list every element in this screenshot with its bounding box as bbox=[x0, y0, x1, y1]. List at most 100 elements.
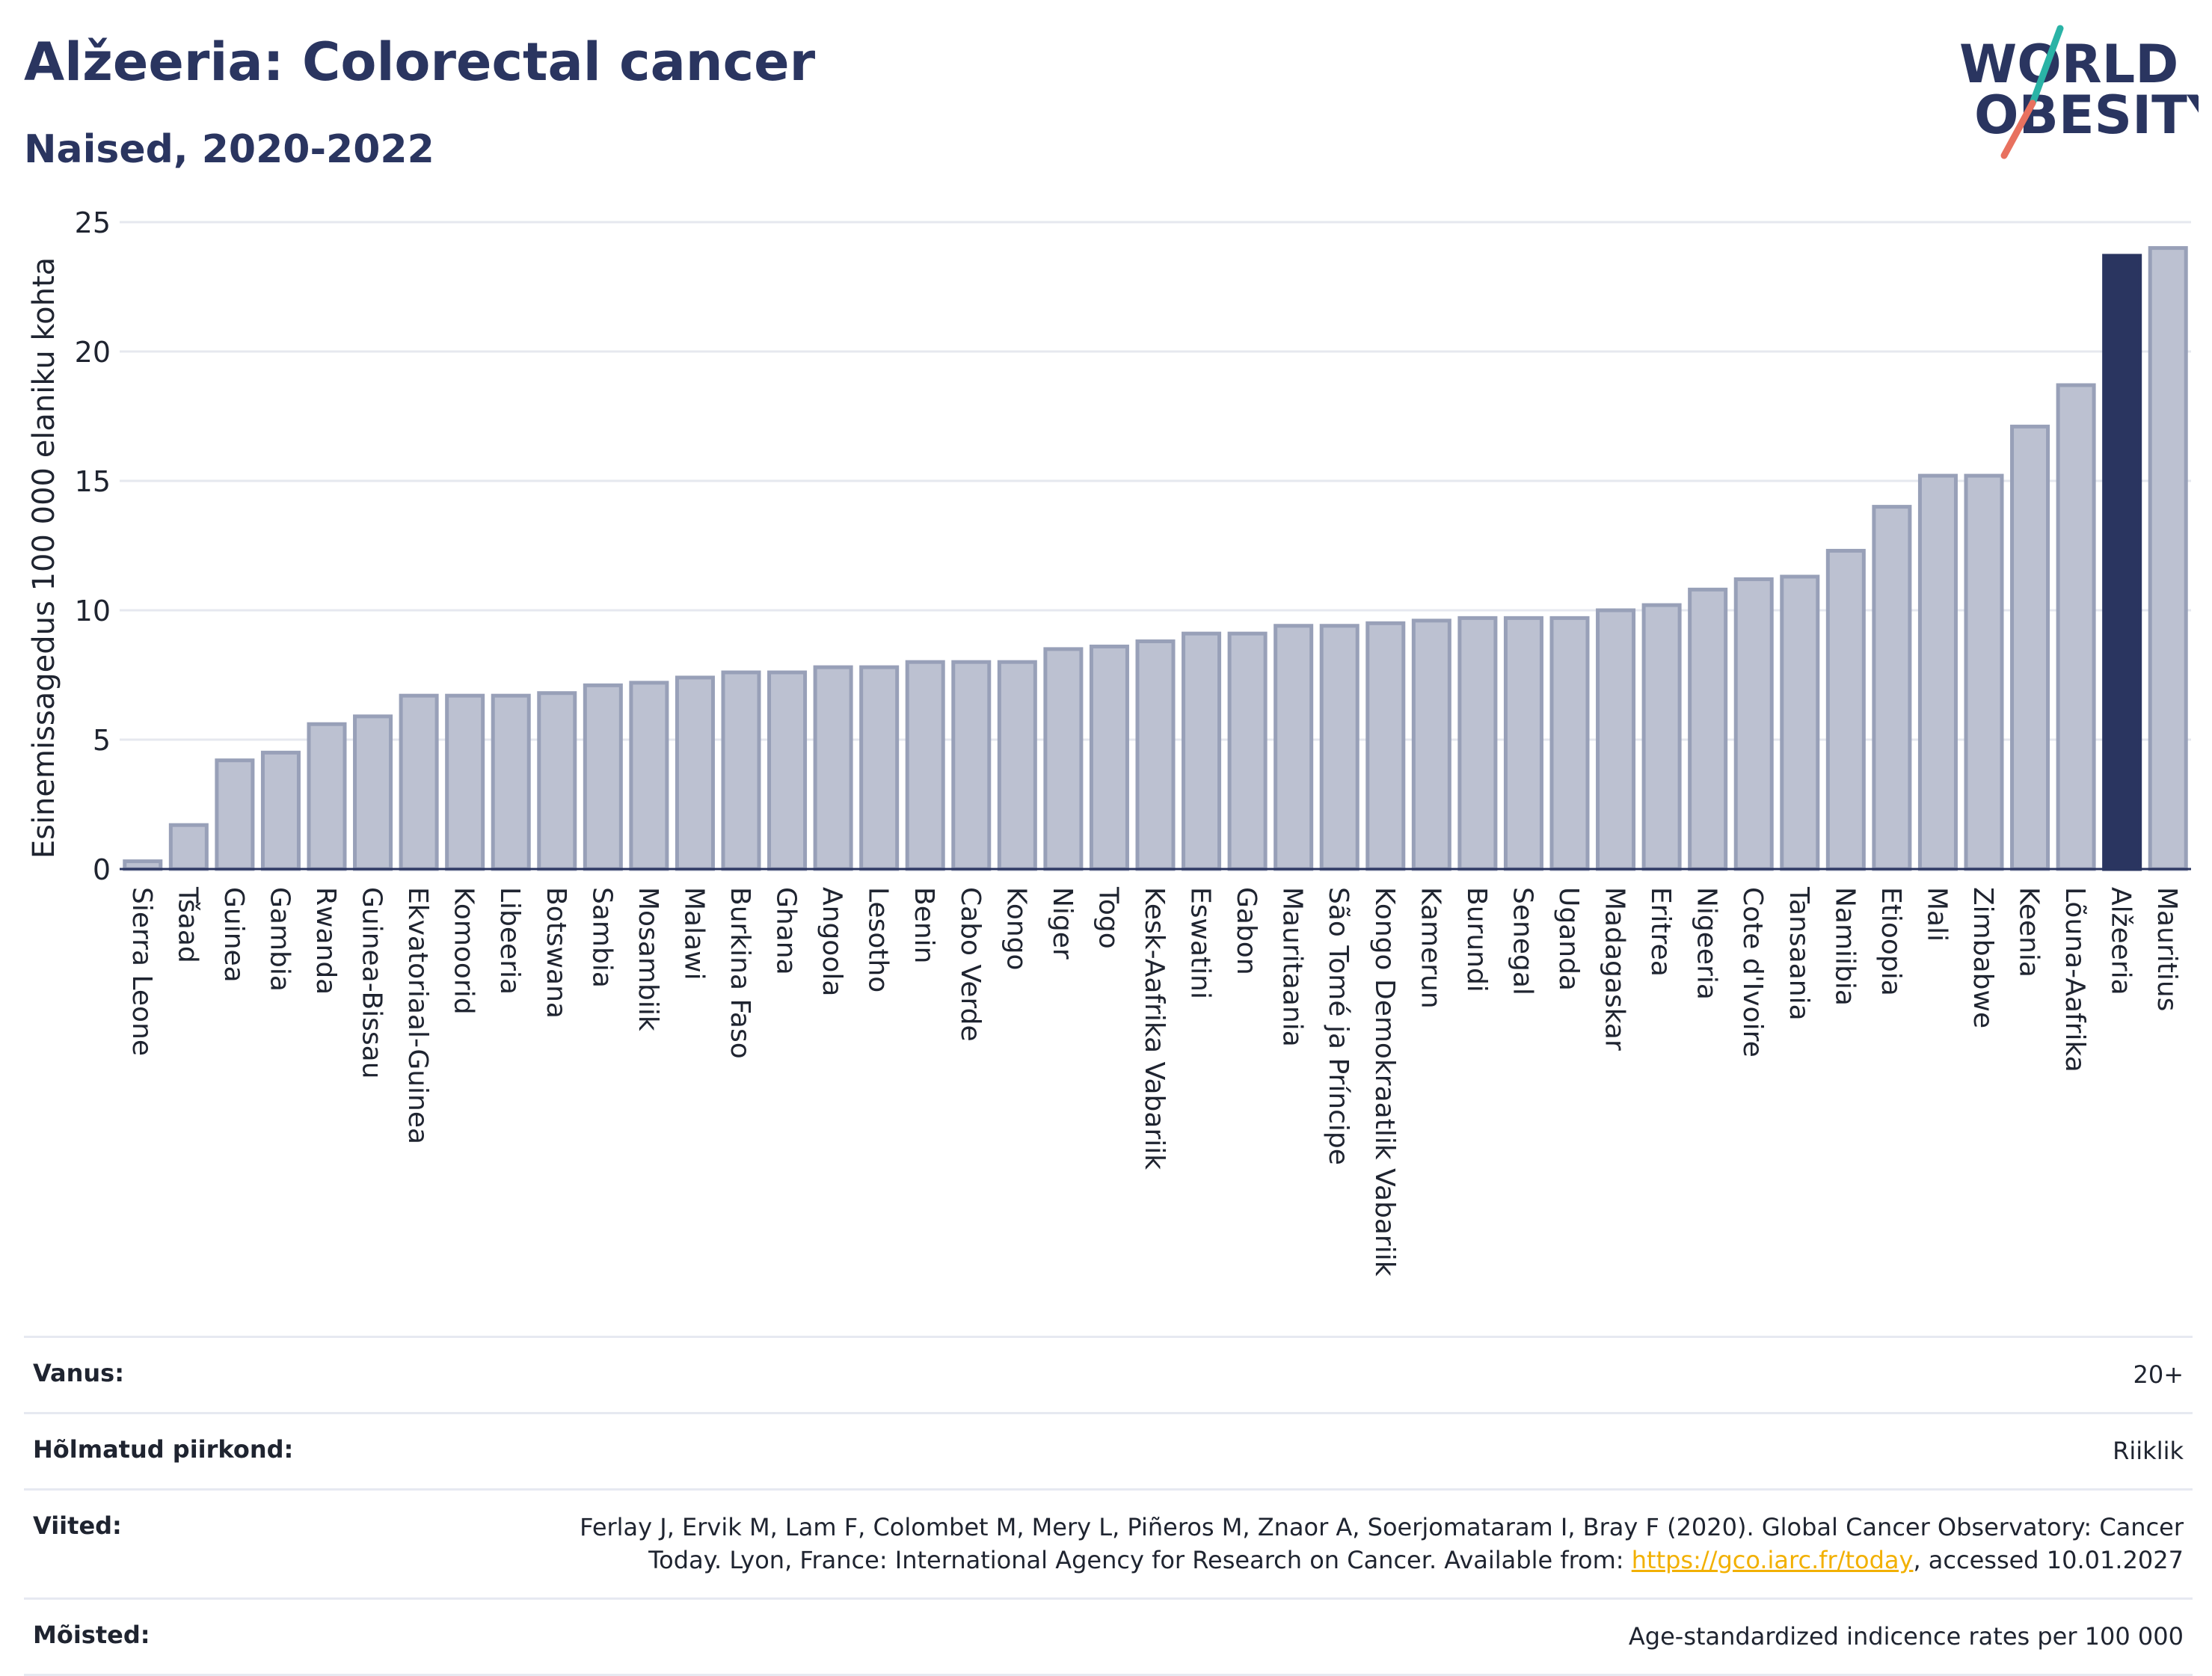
meta-label: Vanus: bbox=[33, 1359, 125, 1387]
bar bbox=[1135, 639, 1176, 871]
bar bbox=[168, 823, 209, 871]
metadata-table: Vanus: 20+ Hõlmatud piirkond: Riiklik Vi… bbox=[24, 1336, 2193, 1676]
bar bbox=[629, 681, 669, 871]
chart-title: Alžeeria: Colorectal cancer bbox=[24, 31, 816, 93]
bar bbox=[2148, 246, 2188, 871]
bar bbox=[1457, 616, 1498, 871]
bar bbox=[399, 693, 439, 871]
bar bbox=[767, 670, 808, 871]
x-tick-label: Kamerun bbox=[1415, 887, 1446, 1009]
x-tick-label: Tansaania bbox=[1784, 886, 1814, 1021]
meta-value-reference: Ferlay J, Ervik M, Lam F, Colombet M, Me… bbox=[538, 1511, 2184, 1576]
meta-row-coverage: Hõlmatud piirkond: Riiklik bbox=[24, 1412, 2193, 1488]
world-obesity-logo: WORLD OBESITY bbox=[1959, 25, 2199, 159]
x-tick-label: Uganda bbox=[1553, 887, 1584, 991]
bar bbox=[1872, 505, 1912, 871]
x-tick-label: Namiibia bbox=[1829, 887, 1860, 1006]
bar bbox=[1596, 608, 1636, 871]
x-tick-label: Zimbabwe bbox=[1967, 887, 1998, 1028]
bar bbox=[1780, 574, 1820, 871]
bar bbox=[1825, 548, 1866, 871]
meta-row-age: Vanus: 20+ bbox=[24, 1336, 2193, 1412]
meta-value: Age-standardized indicence rates per 100… bbox=[1628, 1621, 2184, 1651]
bar bbox=[1503, 616, 1543, 871]
x-tick-label: Cote d'Ivoire bbox=[1737, 887, 1768, 1058]
bar bbox=[1365, 621, 1406, 871]
x-tick-label: Senegal bbox=[1507, 887, 1537, 995]
x-tick-label: Ekvatoriaal-Guinea bbox=[402, 887, 433, 1144]
x-tick-label: Mali bbox=[1921, 887, 1952, 942]
x-tick-label: Malawi bbox=[678, 887, 709, 980]
meta-value: 20+ bbox=[2133, 1360, 2184, 1389]
x-tick-label: Botswana bbox=[541, 887, 571, 1019]
x-tick-label: Mosambiik bbox=[633, 887, 663, 1031]
bar bbox=[491, 693, 531, 871]
x-tick-label: São Tomé ja Príncipe bbox=[1323, 887, 1354, 1165]
x-tick-label: Kongo bbox=[1001, 887, 1031, 971]
x-tick-label: Kesk-Aafrika Vabariik bbox=[1139, 887, 1170, 1170]
x-tick-label: Sierra Leone bbox=[126, 887, 157, 1056]
y-axis-label: Esinemissagedus 100 000 elaniku kohta bbox=[27, 257, 61, 859]
x-tick-label: Guinea-Bissau bbox=[357, 887, 387, 1079]
y-tick-labels: 0 5 10 15 20 25 bbox=[75, 206, 111, 886]
x-tick-label: Ghana bbox=[771, 887, 802, 975]
logo-slash-coral bbox=[2000, 99, 2036, 159]
x-tick-label: Lõuna-Aafrika bbox=[2059, 887, 2090, 1072]
x-tick-label: Gambia bbox=[264, 887, 295, 992]
x-tick-label: Eswatini bbox=[1185, 887, 1216, 999]
bar bbox=[445, 693, 485, 871]
bar bbox=[1733, 577, 1774, 871]
bar bbox=[721, 670, 761, 871]
bar bbox=[813, 665, 853, 871]
y-tick-label: 5 bbox=[93, 724, 111, 757]
bar bbox=[675, 675, 715, 871]
reference-link[interactable]: https://gco.iarc.fr/today bbox=[1631, 1545, 1914, 1574]
x-tick-label: Nigeeria bbox=[1692, 887, 1722, 1000]
y-tick-label: 25 bbox=[75, 206, 111, 239]
x-tick-label: Etioopia bbox=[1875, 887, 1906, 996]
bar bbox=[1641, 603, 1682, 871]
bar bbox=[1319, 624, 1360, 871]
meta-value: Riiklik bbox=[2113, 1437, 2184, 1466]
x-tick-label: Niger bbox=[1047, 887, 1078, 960]
x-tick-label: Burkina Faso bbox=[725, 887, 755, 1059]
reference-text: Ferlay J, Ervik M, Lam F, Colombet M, Me… bbox=[580, 1513, 2184, 1574]
y-tick-label: 10 bbox=[75, 595, 111, 627]
x-tick-labels: Sierra Leone Tšaad Guinea Gambia Rwanda Guine… bbox=[126, 886, 2182, 1277]
meta-label: Mõisted: bbox=[33, 1620, 150, 1649]
meta-row-definitions: Mõisted: Age-standardized indicence rate… bbox=[24, 1597, 2193, 1676]
x-tick-label: Eritrea bbox=[1645, 887, 1676, 977]
bar bbox=[1043, 647, 1084, 871]
bar bbox=[951, 660, 992, 871]
x-tick-label: Kongo Demokraatlik Vabariik bbox=[1369, 887, 1400, 1277]
meta-row-references: Viited: Ferlay J, Ervik M, Lam F, Colomb… bbox=[24, 1488, 2193, 1597]
bar bbox=[1227, 631, 1268, 871]
x-tick-label: Keenia bbox=[2014, 887, 2044, 977]
bar-chart: 0 5 10 15 20 25 Sierra Leone Tšaad Guinea Gambia… bbox=[27, 206, 2191, 1277]
bar bbox=[1549, 616, 1590, 871]
x-tick-label: Angoola bbox=[817, 887, 847, 996]
bar bbox=[1688, 587, 1728, 871]
bar bbox=[1182, 631, 1222, 871]
x-tick-label: Mauritius bbox=[2151, 887, 2182, 1011]
x-tick-label: Togo bbox=[1093, 886, 1123, 949]
y-tick-label: 15 bbox=[75, 465, 111, 498]
x-tick-label: Gabon bbox=[1231, 887, 1262, 975]
bar-highlight bbox=[2102, 254, 2142, 871]
logo-slash-teal bbox=[2029, 25, 2064, 107]
bar bbox=[123, 859, 163, 871]
bar bbox=[1964, 473, 2004, 871]
x-tick-label: Burundi bbox=[1461, 887, 1492, 992]
bar bbox=[215, 758, 255, 871]
chart-subtitle: Naised, 2020-2022 bbox=[24, 127, 434, 172]
logo-line1: WORLD bbox=[1959, 34, 2178, 95]
x-tick-label: Lesotho bbox=[863, 887, 894, 992]
bar bbox=[1274, 624, 1314, 871]
bar bbox=[2010, 424, 2050, 871]
bar bbox=[353, 714, 393, 871]
y-tick-label: 0 bbox=[93, 853, 111, 886]
meta-label: Hõlmatud piirkond: bbox=[33, 1435, 294, 1464]
x-tick-label: Guinea bbox=[218, 887, 249, 983]
x-tick-label: Mauritaania bbox=[1277, 887, 1308, 1047]
x-tick-label: Rwanda bbox=[310, 887, 341, 995]
